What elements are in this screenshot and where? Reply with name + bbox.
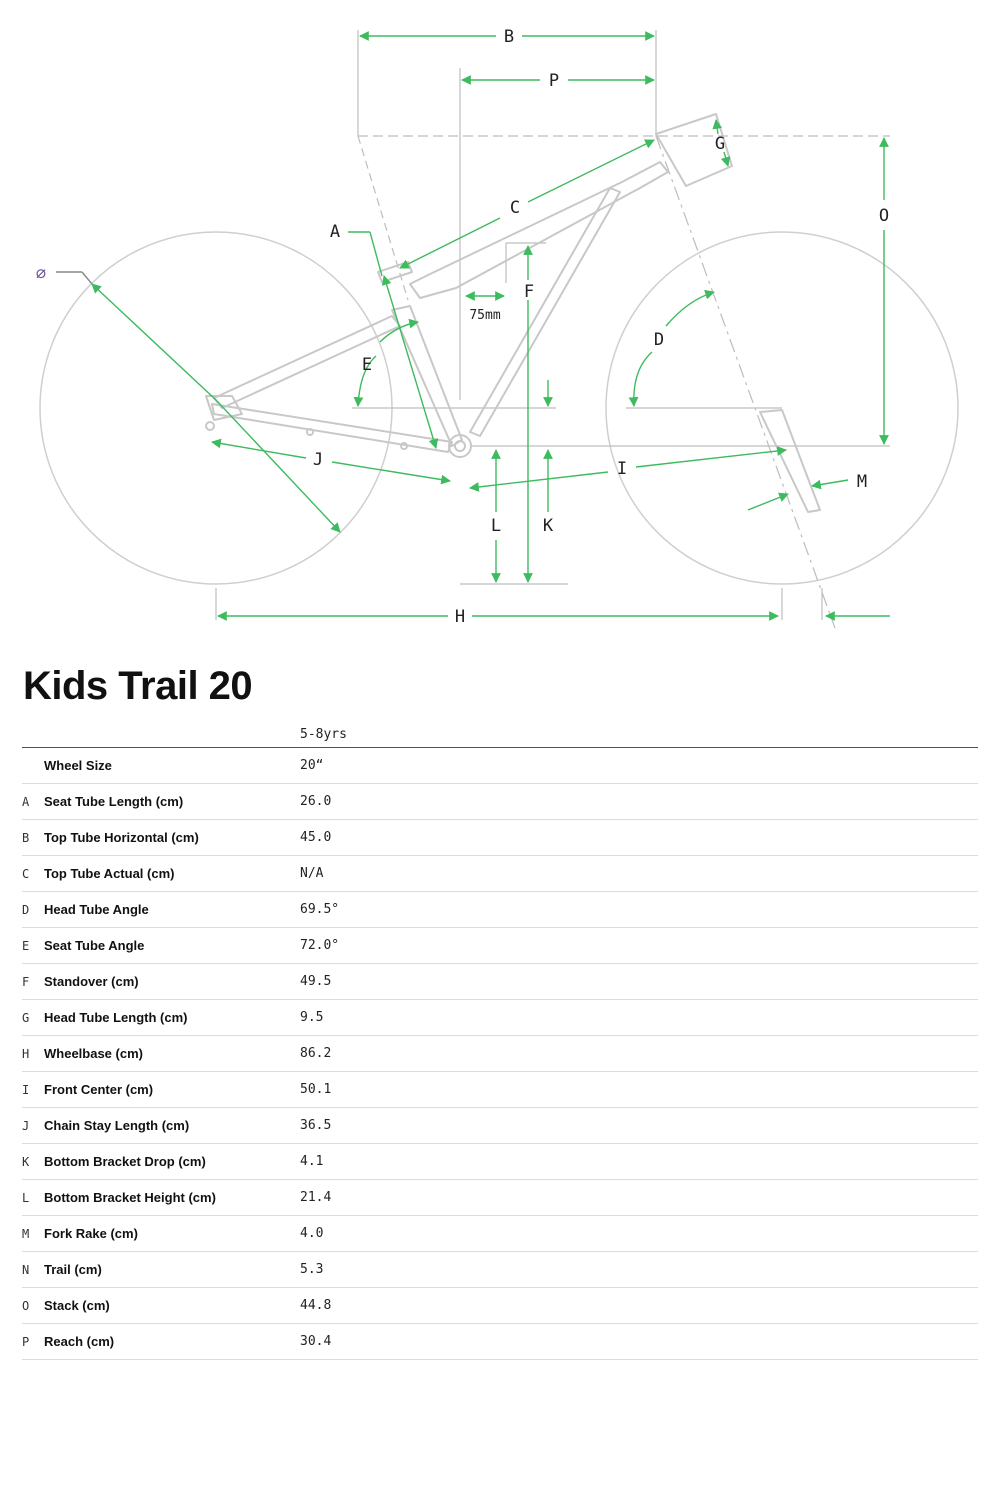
- row-value: 21.4: [300, 1179, 978, 1216]
- row-value: 50.1: [300, 1071, 978, 1108]
- size-column-header: 5-8yrs: [300, 727, 347, 742]
- row-label: Bottom Bracket Drop (cm): [44, 1143, 300, 1180]
- label-e: E: [362, 355, 372, 375]
- row-label: Head Tube Angle: [44, 891, 300, 928]
- label-a: A: [330, 222, 340, 242]
- row-code: P: [22, 1323, 44, 1360]
- table-row: H Wheelbase (cm) 86.2: [22, 1035, 978, 1072]
- row-code: D: [22, 891, 44, 928]
- table-row: N Trail (cm) 5.3: [22, 1251, 978, 1288]
- table-row: F Standover (cm) 49.5: [22, 963, 978, 1000]
- bike-geometry-diagram: B P C A G O F D E J I M L K H 75mm ⌀: [36, 27, 959, 629]
- row-code: F: [22, 963, 44, 1000]
- row-value: 4.1: [300, 1143, 978, 1180]
- row-label: Top Tube Horizontal (cm): [44, 819, 300, 856]
- dimension-arrows: [56, 31, 890, 621]
- label-l: L: [491, 516, 501, 536]
- label-g: G: [715, 134, 725, 154]
- row-label: Head Tube Length (cm): [44, 999, 300, 1036]
- row-value: 45.0: [300, 819, 978, 856]
- row-code: K: [22, 1143, 44, 1180]
- row-label: Stack (cm): [44, 1287, 300, 1324]
- label-i: I: [617, 459, 627, 479]
- row-code: C: [22, 855, 44, 892]
- row-value: 86.2: [300, 1035, 978, 1072]
- table-header-divider: [22, 747, 978, 748]
- table-row: K Bottom Bracket Drop (cm) 4.1: [22, 1143, 978, 1180]
- row-code: J: [22, 1107, 44, 1144]
- table-row: D Head Tube Angle 69.5°: [22, 891, 978, 928]
- label-c: C: [510, 198, 520, 218]
- bike-frame: [205, 113, 821, 513]
- label-m: M: [857, 472, 867, 492]
- label-k: K: [543, 516, 554, 536]
- label-d: D: [654, 330, 664, 350]
- label-h: H: [455, 607, 465, 627]
- row-value: 49.5: [300, 963, 978, 1000]
- row-value: 36.5: [300, 1107, 978, 1144]
- row-value: 30.4: [300, 1323, 978, 1360]
- row-code: M: [22, 1215, 44, 1252]
- row-code: N: [22, 1251, 44, 1288]
- row-code: H: [22, 1035, 44, 1072]
- table-row: Wheel Size 20“: [22, 748, 978, 784]
- row-code: L: [22, 1179, 44, 1216]
- wheel-diameter-symbol: ⌀: [36, 264, 46, 284]
- row-value: 72.0°: [300, 927, 978, 964]
- dimension-labels: B P C A G O F D E J I M L K H 75mm ⌀: [36, 27, 889, 627]
- row-label: Standover (cm): [44, 963, 300, 1000]
- table-row: L Bottom Bracket Height (cm) 21.4: [22, 1179, 978, 1216]
- row-value: 9.5: [300, 999, 978, 1036]
- label-b: B: [504, 27, 514, 47]
- row-code: A: [22, 783, 44, 820]
- row-label: Fork Rake (cm): [44, 1215, 300, 1252]
- table-row: A Seat Tube Length (cm) 26.0: [22, 783, 978, 820]
- row-label: Front Center (cm): [44, 1071, 300, 1108]
- row-code: I: [22, 1071, 44, 1108]
- table-row: I Front Center (cm) 50.1: [22, 1071, 978, 1108]
- row-code: O: [22, 1287, 44, 1324]
- guide-lines: [215, 30, 890, 629]
- label-o: O: [879, 206, 889, 226]
- table-row: E Seat Tube Angle 72.0°: [22, 927, 978, 964]
- label-j: J: [313, 450, 323, 470]
- row-code: G: [22, 999, 44, 1036]
- table-row: J Chain Stay Length (cm) 36.5: [22, 1107, 978, 1144]
- seatpost-offset-note: 75mm: [469, 308, 500, 323]
- row-label: Reach (cm): [44, 1323, 300, 1360]
- row-value: 44.8: [300, 1287, 978, 1324]
- row-value: 26.0: [300, 783, 978, 820]
- table-row: P Reach (cm) 30.4: [22, 1323, 978, 1360]
- row-label: Top Tube Actual (cm): [44, 855, 300, 892]
- row-value: 20“: [300, 748, 978, 784]
- row-label: Chain Stay Length (cm): [44, 1107, 300, 1144]
- row-code: B: [22, 819, 44, 856]
- row-label: Seat Tube Angle: [44, 927, 300, 964]
- label-p: P: [549, 71, 559, 91]
- row-value: 69.5°: [300, 891, 978, 928]
- row-value: 5.3: [300, 1251, 978, 1288]
- geometry-table: Wheel Size 20“ A Seat Tube Length (cm) 26.0 B…: [22, 748, 978, 1360]
- front-wheel: [605, 231, 959, 585]
- row-code: E: [22, 927, 44, 964]
- table-row: O Stack (cm) 44.8: [22, 1287, 978, 1324]
- page-title: Kids Trail 20: [23, 664, 253, 708]
- row-label: Bottom Bracket Height (cm): [44, 1179, 300, 1216]
- row-label: Seat Tube Length (cm): [44, 783, 300, 820]
- table-row: G Head Tube Length (cm) 9.5: [22, 999, 978, 1036]
- table-row: M Fork Rake (cm) 4.0: [22, 1215, 978, 1252]
- label-f: F: [524, 282, 534, 302]
- row-label: Wheelbase (cm): [44, 1035, 300, 1072]
- row-value: 4.0: [300, 1215, 978, 1252]
- table-row: B Top Tube Horizontal (cm) 45.0: [22, 819, 978, 856]
- table-row: C Top Tube Actual (cm) N/A: [22, 855, 978, 892]
- row-value: N/A: [300, 855, 978, 892]
- row-label: Trail (cm): [44, 1251, 300, 1288]
- row-label: Wheel Size: [44, 748, 300, 784]
- row-code: [22, 748, 44, 784]
